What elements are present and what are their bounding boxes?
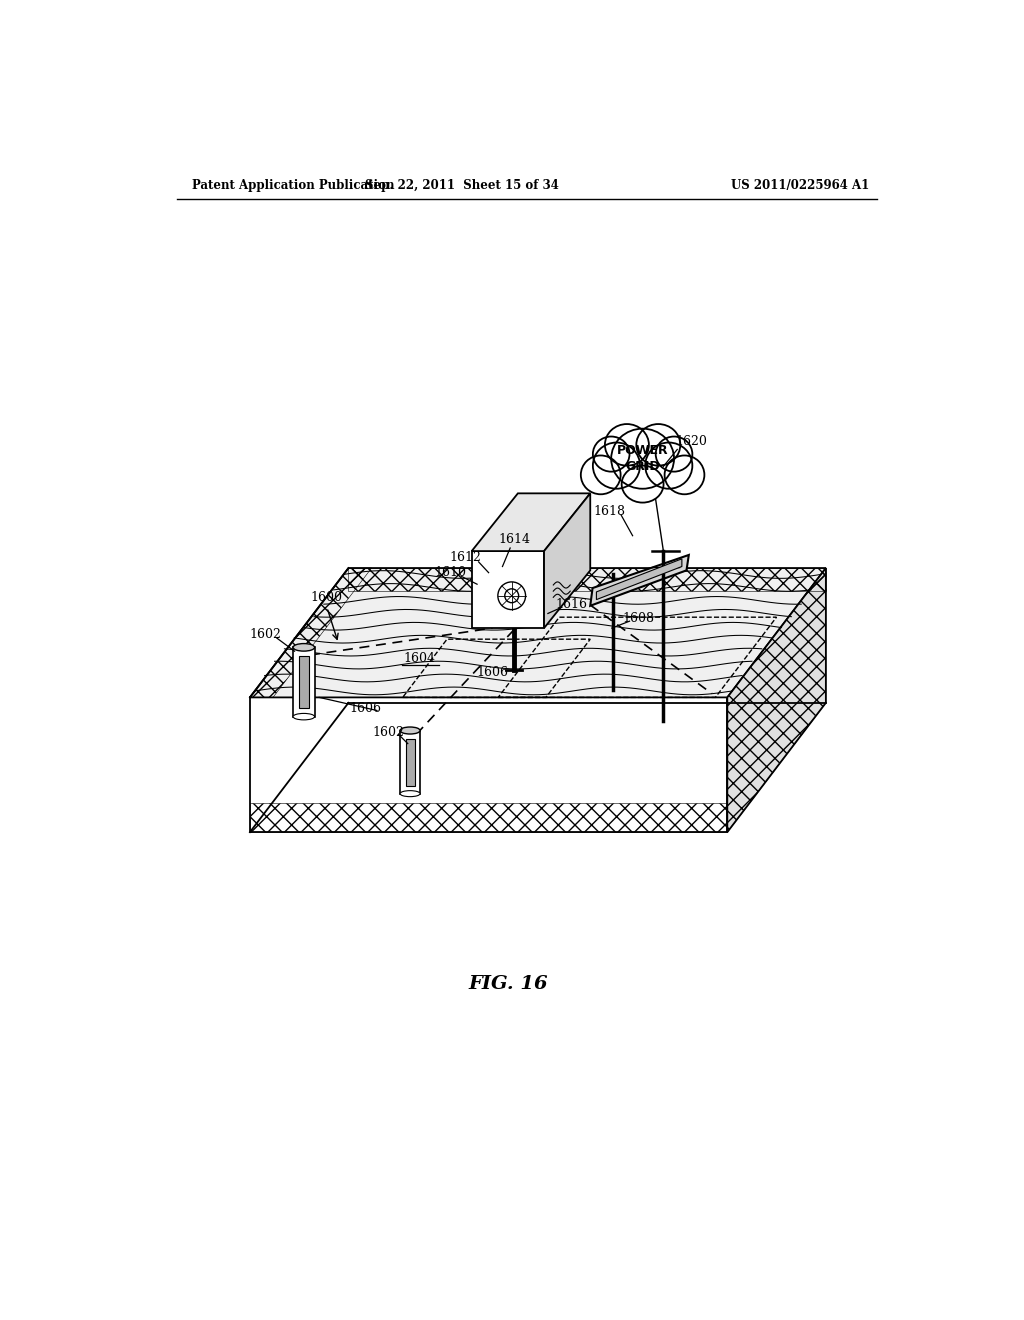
Text: 1606: 1606: [476, 667, 509, 680]
Text: 1610: 1610: [434, 566, 466, 579]
Ellipse shape: [293, 644, 314, 651]
Ellipse shape: [593, 437, 630, 471]
Text: 1606: 1606: [349, 702, 381, 715]
Polygon shape: [299, 656, 308, 709]
Text: FIG. 16: FIG. 16: [468, 975, 548, 993]
Polygon shape: [250, 697, 727, 832]
Polygon shape: [727, 568, 826, 832]
Polygon shape: [406, 739, 415, 787]
Polygon shape: [400, 730, 420, 793]
Text: 1608: 1608: [623, 612, 654, 626]
Text: 1618: 1618: [594, 504, 626, 517]
Ellipse shape: [611, 429, 674, 488]
Ellipse shape: [593, 442, 640, 488]
Text: POWER
GRID: POWER GRID: [616, 445, 669, 473]
Text: 1600: 1600: [311, 591, 343, 603]
Ellipse shape: [636, 424, 680, 466]
Polygon shape: [293, 647, 314, 717]
Text: 1614: 1614: [498, 533, 530, 546]
Text: Patent Application Publication: Patent Application Publication: [193, 178, 394, 191]
Ellipse shape: [645, 442, 692, 488]
Ellipse shape: [400, 727, 420, 734]
Ellipse shape: [400, 791, 420, 797]
Text: Sep. 22, 2011  Sheet 15 of 34: Sep. 22, 2011 Sheet 15 of 34: [365, 178, 559, 191]
Ellipse shape: [665, 455, 705, 494]
Polygon shape: [250, 568, 826, 697]
Text: 1604: 1604: [403, 652, 435, 665]
Ellipse shape: [622, 466, 664, 503]
Ellipse shape: [655, 437, 692, 471]
Text: 1602: 1602: [250, 628, 282, 640]
Polygon shape: [590, 554, 689, 606]
Polygon shape: [472, 494, 590, 552]
Ellipse shape: [581, 455, 621, 494]
Text: US 2011/0225964 A1: US 2011/0225964 A1: [731, 178, 869, 191]
Polygon shape: [472, 552, 544, 628]
Text: 1612: 1612: [450, 550, 481, 564]
Ellipse shape: [605, 424, 649, 466]
Text: 1616: 1616: [556, 598, 588, 611]
Ellipse shape: [293, 713, 314, 719]
Text: 1620: 1620: [675, 436, 707, 449]
Polygon shape: [544, 494, 590, 628]
Polygon shape: [596, 558, 682, 599]
Text: 1602: 1602: [373, 726, 404, 739]
